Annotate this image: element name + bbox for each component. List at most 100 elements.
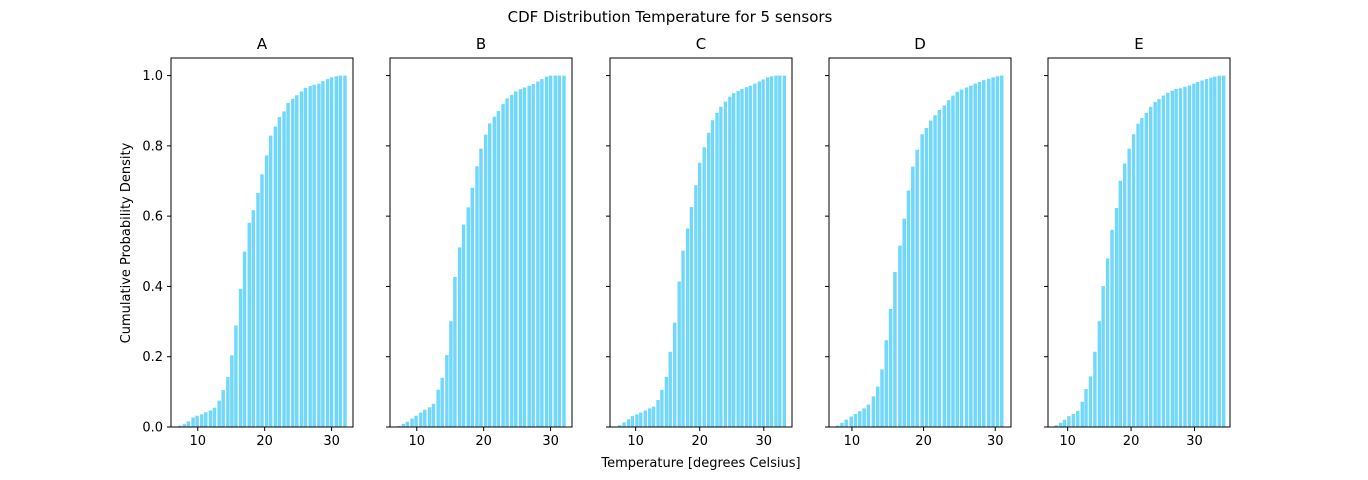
bar <box>325 79 330 427</box>
x-tick-label: 10 <box>627 434 644 449</box>
bar <box>765 77 770 427</box>
bar <box>1071 414 1076 427</box>
bar <box>470 187 475 427</box>
bar <box>1170 90 1175 428</box>
bar <box>487 123 492 428</box>
bars <box>177 75 347 428</box>
bar <box>1140 118 1144 427</box>
bar <box>774 75 778 427</box>
bar <box>744 87 749 428</box>
bars <box>396 75 566 428</box>
bar <box>1153 101 1157 428</box>
bar <box>710 120 715 427</box>
bar <box>626 419 631 427</box>
subplot-title: A <box>257 35 268 53</box>
bar <box>1080 401 1084 427</box>
bar <box>736 91 740 427</box>
bar <box>291 98 295 428</box>
bar <box>536 81 540 428</box>
bar <box>1067 416 1071 427</box>
x-tick-label: 30 <box>756 434 773 449</box>
bar <box>247 222 252 427</box>
subplot-title: B <box>476 35 486 53</box>
bar <box>1192 83 1196 428</box>
bar <box>527 85 531 427</box>
bar <box>557 75 562 427</box>
bar <box>427 407 432 427</box>
bar <box>492 116 497 427</box>
bar <box>651 406 656 427</box>
subplot-d: D 10 20 30 <box>825 35 1012 449</box>
bar <box>681 250 685 427</box>
bar <box>942 105 947 427</box>
subplot-title: C <box>696 35 706 53</box>
bar <box>312 84 316 428</box>
bar <box>1105 258 1110 427</box>
bar <box>698 162 702 428</box>
bar <box>999 75 1004 427</box>
bar <box>1076 410 1080 427</box>
bar <box>338 75 343 427</box>
bar <box>1221 75 1226 427</box>
bar <box>518 89 523 427</box>
bar <box>849 416 853 427</box>
bar <box>694 185 698 427</box>
bar <box>501 104 505 427</box>
bar <box>1187 85 1192 427</box>
bar <box>702 147 706 427</box>
bar <box>182 424 187 427</box>
axes-frame <box>170 57 354 428</box>
bar <box>844 419 848 427</box>
bar <box>898 245 902 427</box>
bar <box>689 207 694 427</box>
bar <box>522 87 527 428</box>
bar <box>440 377 444 427</box>
bar <box>282 111 286 428</box>
bar <box>951 95 955 427</box>
bar <box>410 418 414 427</box>
bar <box>915 149 919 427</box>
bar <box>723 101 728 427</box>
axes-frame <box>389 57 573 428</box>
bar <box>483 134 488 428</box>
bar <box>853 414 858 427</box>
bar <box>880 369 884 427</box>
bar <box>673 322 677 427</box>
bar <box>295 95 299 427</box>
bar <box>396 425 401 427</box>
bar <box>707 132 711 427</box>
bar <box>277 117 282 427</box>
bar <box>617 425 622 427</box>
bar <box>531 84 535 427</box>
bar <box>964 87 969 428</box>
bar <box>414 415 418 427</box>
bar <box>401 423 406 427</box>
bar <box>1157 99 1161 428</box>
subplot-e: E 10 20 30 <box>1044 35 1231 449</box>
bars <box>1054 75 1226 428</box>
bar <box>1204 79 1209 427</box>
bars <box>617 75 786 428</box>
bar <box>677 281 681 427</box>
bar <box>1123 163 1127 427</box>
bar <box>995 76 1000 428</box>
bar <box>987 78 991 427</box>
bar <box>242 251 247 427</box>
bar <box>982 80 986 427</box>
subplot-a: A 10 20 30 0.0 0.2 0.4 0.6 0.8 1.0 <box>142 35 354 449</box>
bar <box>466 207 471 427</box>
bar <box>1195 81 1200 428</box>
bar <box>329 77 334 427</box>
y-axis-label: Cumulative Probability Density <box>119 142 134 343</box>
bar <box>866 404 871 427</box>
bar <box>204 412 208 427</box>
bar <box>862 408 866 427</box>
bar <box>423 409 427 427</box>
bar <box>475 166 479 428</box>
bar <box>200 414 204 427</box>
y-tick-label: 0.8 <box>142 139 163 154</box>
bar <box>273 126 278 427</box>
bar <box>264 155 269 427</box>
bar <box>1144 112 1149 427</box>
